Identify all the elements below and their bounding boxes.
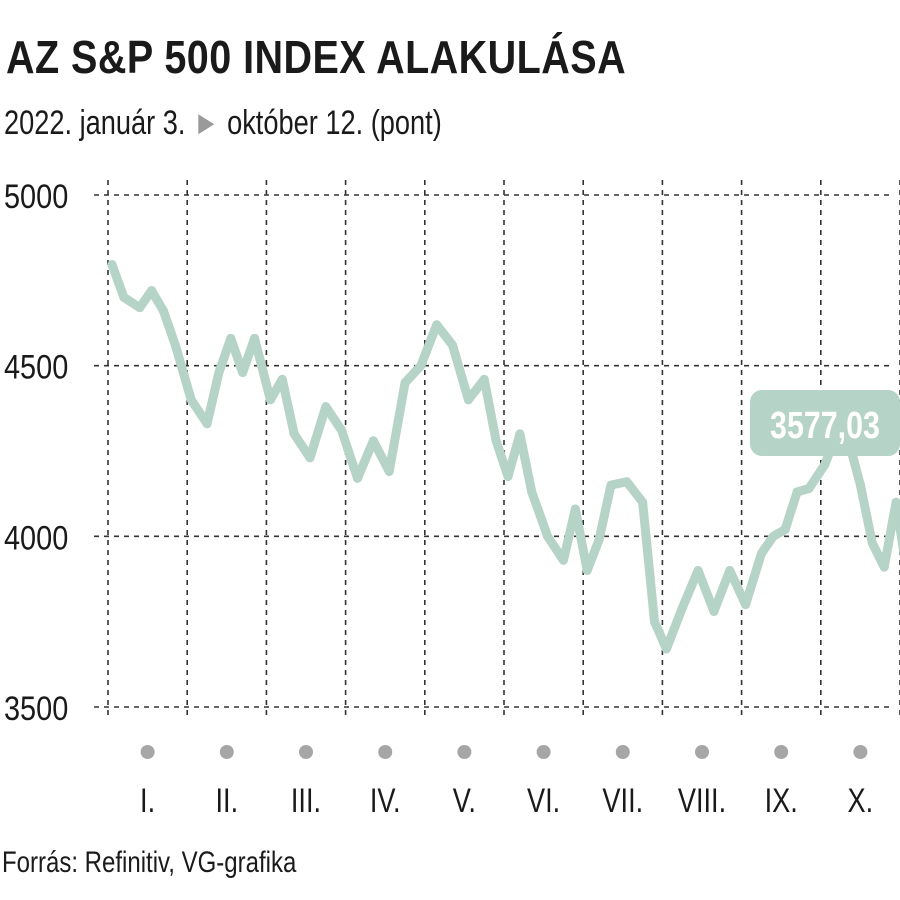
data-point [606,480,616,490]
month-dot [853,745,868,759]
data-point [741,600,751,610]
data-point [479,374,489,384]
data-point [768,531,778,541]
data-point [855,480,865,490]
data-point [238,367,248,377]
data-point [661,644,671,654]
data-point [867,538,877,548]
data-point [792,487,802,497]
month-dot [536,745,551,759]
month-dot [695,745,709,759]
month-dot [457,745,472,759]
data-point [891,497,900,507]
data-point [515,429,525,439]
data-point [353,473,363,483]
data-point [265,395,275,405]
data-point [214,367,224,377]
x-tick-label: III. [291,781,321,820]
x-tick-label: IX. [765,781,798,820]
data-point [321,402,331,412]
data-point [337,426,347,436]
data-point [416,361,426,371]
y-tick-label: 4500 [4,347,68,386]
data-point [202,419,212,429]
y-tick-label: 4000 [4,518,68,557]
data-point [186,395,196,405]
series-group [107,260,900,654]
y-tick-label: 3500 [4,689,68,728]
x-tick-label: IV. [370,781,401,820]
subtitle-start-date: 2022. január 3. [4,104,186,142]
data-point [582,565,592,575]
data-point [147,286,157,296]
data-point [491,436,501,446]
data-point [756,548,766,558]
month-markers [140,745,868,759]
x-tick-label: VIII. [678,781,726,820]
month-dot [774,745,789,759]
data-point [305,453,315,463]
badge-box [750,390,900,456]
data-point [804,484,814,494]
last-value-badge: 3577,03 [750,390,900,456]
data-point [384,466,394,476]
subtitle-end-date: október 12. (pont) [227,104,442,142]
data-point [638,497,648,507]
data-point [432,320,442,330]
data-point [820,460,830,470]
data-point [289,429,299,439]
data-point [780,525,790,535]
data-point [503,472,513,482]
data-point [158,306,168,316]
month-dot [378,745,393,759]
data-point [725,565,735,575]
last-value-label: 3577,03 [770,405,880,447]
x-tick-label: VI. [527,781,560,820]
data-point [135,303,145,313]
data-point [448,340,458,350]
y-axis-labels: 5000 4500 4000 3500 [4,177,68,728]
month-dot [140,745,155,759]
month-dot [299,745,313,759]
data-point [693,565,703,575]
data-point [558,555,568,565]
data-point [400,378,410,388]
x-tick-label: II. [215,781,238,820]
data-point [879,562,889,572]
month-dot [615,745,630,759]
y-tick-label: 5000 [4,177,68,216]
x-axis-labels: I. II. III. IV. V. VI. VII. VIII. IX. X. [140,781,873,820]
month-dot [219,745,234,759]
data-point [622,477,632,487]
x-tick-label: VII. [602,781,643,820]
data-point [527,487,537,497]
data-point [119,292,129,302]
data-point [709,606,719,616]
data-point [226,333,236,343]
data-point [107,260,117,270]
data-point [368,436,378,446]
data-point [543,531,553,541]
data-point [250,333,260,343]
chart-title: AZ S&P 500 INDEX ALAKULÁSA [6,31,627,83]
x-tick-label: V. [453,781,476,820]
data-point [594,535,604,545]
chart-subtitle: 2022. január 3. ▶ október 12. (pont) [4,104,442,143]
source-note: Forrás: Refinitiv, VG-grafika [2,846,297,879]
data-point [570,504,580,514]
data-point [463,395,473,405]
data-point [170,340,180,350]
data-point [677,603,687,613]
data-point [277,374,287,384]
x-tick-label: I. [140,781,155,820]
series-line [107,260,900,654]
x-tick-label: X. [848,781,874,820]
data-point [650,617,660,627]
play-arrow-icon: ▶ [198,107,215,137]
